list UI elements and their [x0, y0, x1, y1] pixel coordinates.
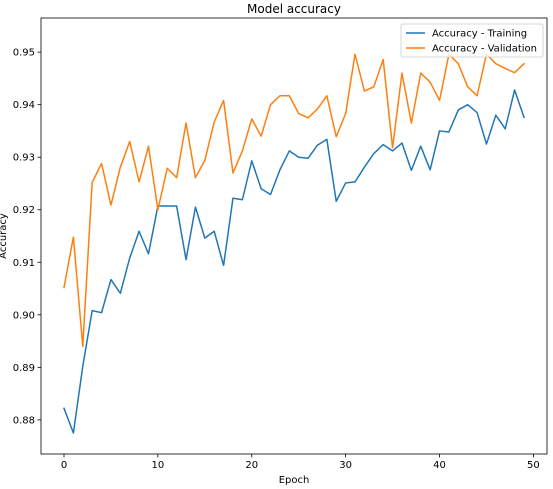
y-tick-label: 0.93	[13, 153, 35, 164]
y-tick-label: 0.90	[13, 310, 35, 321]
y-axis-label: Accuracy	[0, 213, 9, 259]
legend-box	[400, 23, 544, 58]
y-tick-label: 0.89	[13, 363, 35, 374]
series-lines	[63, 53, 526, 434]
x-tick-label: 50	[527, 460, 540, 471]
y-axis-ticks: 0.88 0.89 0.90 0.91 0.92 0.93 0.94 0.95	[13, 48, 41, 426]
x-tick-label: 40	[433, 460, 446, 471]
legend-label: Accuracy - Validation	[432, 44, 537, 55]
x-tick-label: 20	[245, 460, 258, 471]
y-tick-label: 0.92	[13, 205, 35, 216]
legend: Accuracy - Training Accuracy - Validation	[400, 23, 544, 58]
x-tick-label: 10	[152, 460, 165, 471]
x-tick-label: 30	[339, 460, 352, 471]
y-tick-label: 0.91	[13, 258, 35, 269]
series-line-validation	[63, 53, 526, 348]
x-axis-ticks: 0 10 20 30 40 50	[61, 454, 540, 471]
y-tick-label: 0.88	[13, 415, 35, 426]
x-tick-label: 0	[61, 460, 67, 471]
legend-label: Accuracy - Training	[432, 29, 527, 40]
y-tick-label: 0.94	[13, 100, 35, 111]
plot-area	[40, 17, 548, 455]
x-axis-label: Epoch	[279, 475, 310, 486]
y-tick-label: 0.95	[13, 48, 35, 59]
series-line-training	[63, 89, 525, 434]
chart-title: Model accuracy	[247, 2, 341, 16]
